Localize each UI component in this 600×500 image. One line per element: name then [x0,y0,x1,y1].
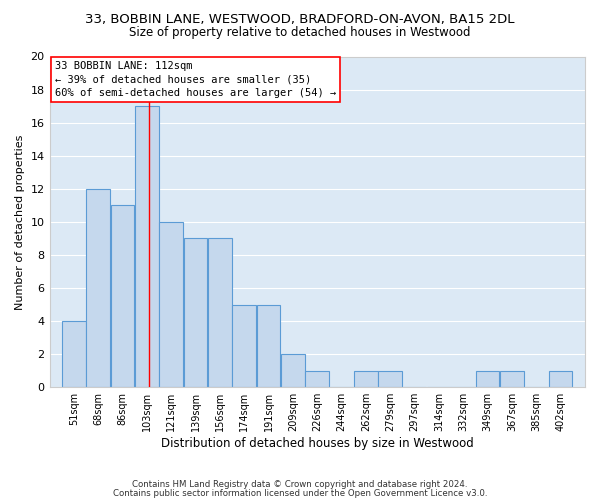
Bar [379,370,402,387]
Bar [208,238,232,387]
Y-axis label: Number of detached properties: Number of detached properties [15,134,25,310]
Text: 33 BOBBIN LANE: 112sqm
← 39% of detached houses are smaller (35)
60% of semi-det: 33 BOBBIN LANE: 112sqm ← 39% of detached… [55,62,336,98]
Bar [135,106,159,387]
Text: Size of property relative to detached houses in Westwood: Size of property relative to detached ho… [129,26,471,39]
Bar [184,238,208,387]
Text: Contains HM Land Registry data © Crown copyright and database right 2024.: Contains HM Land Registry data © Crown c… [132,480,468,489]
X-axis label: Distribution of detached houses by size in Westwood: Distribution of detached houses by size … [161,437,473,450]
Bar [476,370,499,387]
Bar [281,354,305,387]
Text: Contains public sector information licensed under the Open Government Licence v3: Contains public sector information licen… [113,488,487,498]
Bar [500,370,524,387]
Bar [62,321,86,387]
Bar [86,189,110,387]
Bar [111,206,134,387]
Bar [232,304,256,387]
Bar [549,370,572,387]
Text: 33, BOBBIN LANE, WESTWOOD, BRADFORD-ON-AVON, BA15 2DL: 33, BOBBIN LANE, WESTWOOD, BRADFORD-ON-A… [85,12,515,26]
Bar [305,370,329,387]
Bar [257,304,280,387]
Bar [160,222,183,387]
Bar [354,370,378,387]
